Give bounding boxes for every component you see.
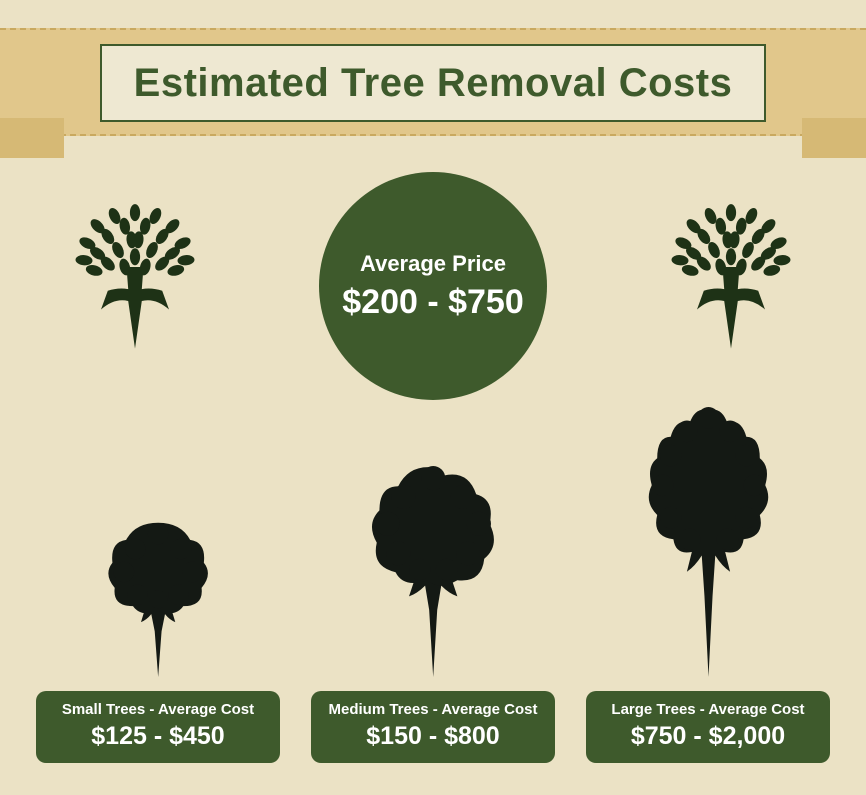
tree-silhouette-medium-icon [366, 462, 500, 677]
category-small: Small Trees - Average Cost $125 - $450 [28, 407, 288, 763]
cost-range-small: $125 - $450 [50, 722, 266, 751]
cost-label-large: Large Trees - Average Cost [600, 701, 816, 718]
tree-silhouette-large-icon [641, 407, 776, 677]
ribbon-end-left [0, 118, 64, 158]
cost-range-medium: $150 - $800 [325, 722, 541, 751]
page-title: Estimated Tree Removal Costs [134, 61, 733, 106]
average-price-range: $200 - $750 [342, 283, 524, 322]
ribbon-end-right [802, 118, 866, 158]
silhouette-wrap-large [578, 407, 838, 677]
tree-decoration-left-icon [50, 182, 220, 352]
cost-label-medium: Medium Trees - Average Cost [325, 701, 541, 718]
silhouette-wrap-small [28, 407, 288, 677]
average-price-circle: Average Price $200 - $750 [319, 172, 547, 400]
tree-decoration-right-icon [646, 182, 816, 352]
cost-range-large: $750 - $2,000 [600, 722, 816, 751]
cost-pill-small: Small Trees - Average Cost $125 - $450 [36, 691, 280, 763]
category-large: Large Trees - Average Cost $750 - $2,000 [578, 407, 838, 763]
silhouette-wrap-medium [303, 407, 563, 677]
average-price-label: Average Price [360, 251, 506, 277]
title-box: Estimated Tree Removal Costs [100, 44, 766, 122]
cost-pill-large: Large Trees - Average Cost $750 - $2,000 [586, 691, 830, 763]
category-medium: Medium Trees - Average Cost $150 - $800 [303, 407, 563, 763]
tree-silhouette-small-icon [101, 517, 215, 677]
cost-label-small: Small Trees - Average Cost [50, 701, 266, 718]
cost-pill-medium: Medium Trees - Average Cost $150 - $800 [311, 691, 555, 763]
